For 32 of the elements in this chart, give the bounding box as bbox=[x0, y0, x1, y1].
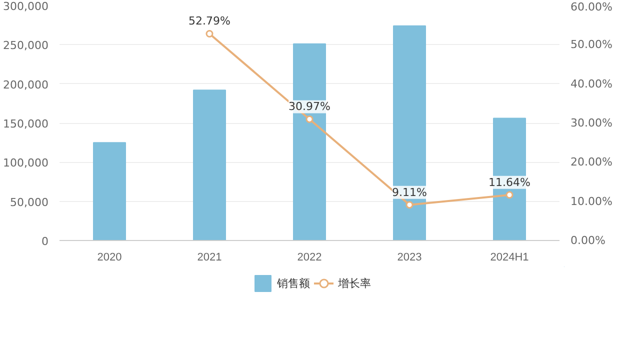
point bbox=[406, 201, 414, 209]
legend-label: 销售额 bbox=[277, 276, 310, 290]
point bbox=[506, 191, 514, 199]
y2-tick-label: 40.00% bbox=[570, 77, 612, 90]
bar bbox=[193, 90, 226, 240]
x-tick-label: 2021 bbox=[197, 252, 222, 264]
x-tick-label: 2024H1 bbox=[490, 252, 529, 264]
y-tick-label: 200,000 bbox=[3, 78, 49, 92]
x-tick-label: 2020 bbox=[97, 252, 122, 264]
data-label: 11.64% bbox=[488, 176, 530, 189]
x-tick-label: 2022 bbox=[297, 252, 322, 264]
x-tick-label: 2023 bbox=[397, 252, 422, 264]
y-tick-label: 100,000 bbox=[3, 156, 49, 170]
data-label: 9.11% bbox=[392, 186, 427, 199]
bar bbox=[93, 142, 126, 240]
bar bbox=[393, 25, 426, 240]
legend-label: 增长率 bbox=[338, 276, 371, 290]
data-label: 30.97% bbox=[288, 100, 330, 114]
point bbox=[306, 115, 314, 123]
y2-tick-label: 10.00% bbox=[570, 194, 612, 208]
y2-tick-label: 0.00% bbox=[570, 234, 606, 247]
y2-tick-label: 30.00% bbox=[570, 116, 612, 130]
y-tick-label: 250,000 bbox=[3, 39, 49, 52]
y-tick-label: 0 bbox=[42, 235, 48, 248]
y-tick-label: 300,000 bbox=[3, 0, 49, 13]
point bbox=[206, 30, 214, 38]
y-tick-label: 150,000 bbox=[3, 118, 49, 130]
y2-tick-label: 50.00% bbox=[570, 38, 612, 52]
y2-tick-label: 60.00% bbox=[570, 0, 612, 14]
data-label: 52.79% bbox=[188, 14, 230, 28]
y2-tick-label: 20.00% bbox=[570, 156, 612, 169]
y-tick-label: 50,000 bbox=[10, 196, 49, 209]
